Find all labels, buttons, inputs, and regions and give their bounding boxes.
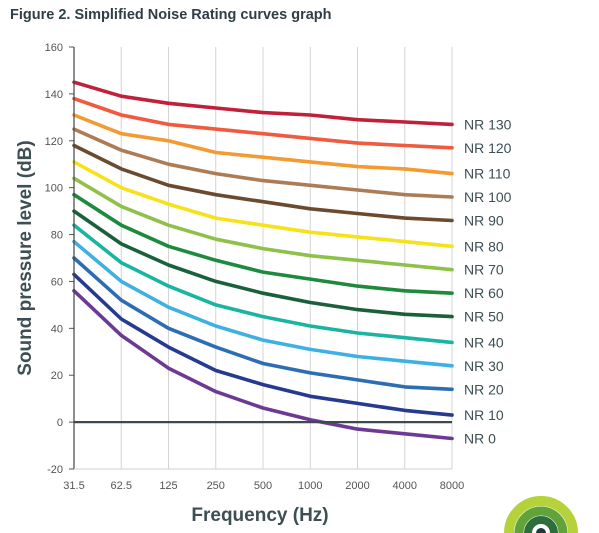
curve-label: NR 80 <box>464 238 504 254</box>
logo-arc <box>514 506 568 533</box>
curves <box>72 80 454 441</box>
curve-label: NR 100 <box>464 189 512 205</box>
curve-label: NR 120 <box>464 140 512 156</box>
y-tick-label: 40 <box>51 323 63 335</box>
logo-arc <box>524 516 558 533</box>
curve-label: NR 20 <box>464 381 504 397</box>
y-tick-label: 20 <box>51 370 63 382</box>
curve-line <box>72 143 454 223</box>
curve-line <box>72 113 454 176</box>
x-tick-label: 8000 <box>440 480 464 492</box>
curve-labels: NR 130 NR 120 NR 110 NR 100 NR 90 NR 80 NR 70 N… <box>464 116 512 446</box>
figure-title: Figure 2. Simplified Noise Rating curves… <box>10 7 332 23</box>
curve-line <box>72 288 454 441</box>
axes: 31.5 62.5 125 250 500 1000 2000 4000 8000 -20 0 20 4… <box>45 42 465 492</box>
curve-label: NR 50 <box>464 309 504 325</box>
curve-line <box>72 223 454 345</box>
curve-label: NR 0 <box>464 431 496 447</box>
y-tick-label: 80 <box>51 230 63 242</box>
y-tick-label: 60 <box>51 276 63 288</box>
curve-line <box>72 80 454 127</box>
curve-label: NR 110 <box>464 166 511 182</box>
curve-line <box>72 127 454 199</box>
x-tick-label: 500 <box>254 480 272 492</box>
y-axis-title: Sound pressure level (dB) <box>15 140 36 375</box>
y-tick-label: 120 <box>45 136 63 148</box>
x-tick-label: 62.5 <box>111 480 132 492</box>
curve-label: NR 30 <box>464 358 504 374</box>
curve-line <box>72 192 454 296</box>
curve-line <box>72 96 454 150</box>
curve-label: NR 130 <box>464 116 512 132</box>
x-tick-label: 2000 <box>345 480 369 492</box>
y-tick-label: -20 <box>47 464 63 476</box>
x-tick-label: 250 <box>207 480 225 492</box>
logo-center <box>536 528 546 533</box>
x-tick-label: 1000 <box>298 480 322 492</box>
y-tick-label: 160 <box>45 42 63 54</box>
curve-line <box>72 209 454 319</box>
y-tick-label: 100 <box>45 183 63 195</box>
logo-icon <box>504 496 578 533</box>
curve-line <box>72 239 454 368</box>
x-axis-title: Frequency (Hz) <box>191 505 328 526</box>
x-tick-label: 4000 <box>393 480 417 492</box>
curve-label: NR 10 <box>464 407 504 423</box>
logo-arc <box>504 496 578 533</box>
curve-line <box>72 176 454 272</box>
y-tick-label: 0 <box>57 417 63 429</box>
x-tick-label: 31.5 <box>63 480 84 492</box>
y-tick-label: 140 <box>45 89 63 101</box>
curve-line <box>72 160 454 249</box>
curve-label: NR 90 <box>464 212 504 228</box>
curve-label: NR 40 <box>464 334 504 350</box>
curve-line <box>72 272 454 417</box>
curve-line <box>72 256 454 392</box>
curve-label: NR 60 <box>464 285 504 301</box>
grid-lines <box>120 47 453 469</box>
x-tick-label: 125 <box>159 480 177 492</box>
curve-label: NR 70 <box>464 262 504 278</box>
